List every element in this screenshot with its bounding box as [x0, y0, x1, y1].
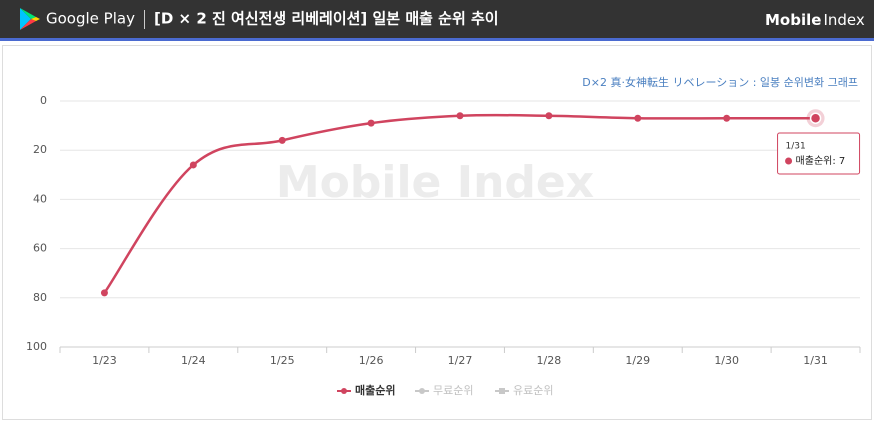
data-point — [456, 112, 464, 120]
data-point — [100, 289, 108, 297]
x-tick-label: 1/31 — [803, 354, 828, 367]
y-tick-label: 20 — [33, 143, 47, 156]
brand-logo: Mobile Index — [765, 11, 865, 29]
y-tick-label: 100 — [26, 340, 47, 353]
x-tick-label: 1/23 — [92, 354, 117, 367]
x-tick-label: 1/29 — [625, 354, 650, 367]
data-point — [634, 114, 642, 122]
page-title: [D × 2 진 여신전생 리베레이션] 일본 매출 순위 추이 — [154, 10, 499, 28]
data-point — [278, 136, 286, 144]
x-tick-label: 1/26 — [359, 354, 384, 367]
x-tick-label: 1/25 — [270, 354, 295, 367]
legend-label: 유료순위 — [513, 384, 553, 397]
legend-symbol — [419, 388, 425, 394]
divider — [144, 10, 145, 29]
y-tick-label: 0 — [40, 94, 47, 107]
chart-panel — [2, 45, 872, 420]
data-point — [367, 119, 375, 127]
y-tick-label: 40 — [33, 192, 47, 205]
tooltip-box — [777, 132, 861, 175]
legend-label: 무료순위 — [433, 384, 473, 397]
header-accent — [0, 38, 874, 41]
data-point — [723, 114, 731, 122]
tooltip-label: 매출순위: 7 — [796, 154, 846, 167]
data-point — [189, 161, 197, 169]
store-name: Google Play — [46, 10, 135, 28]
play-logo — [20, 8, 40, 30]
y-tick-label: 80 — [33, 291, 47, 304]
brand-bold: Mobile — [765, 11, 821, 29]
data-point — [545, 112, 553, 120]
data-point — [809, 112, 822, 124]
x-tick-label: 1/28 — [537, 354, 562, 367]
header-bar — [0, 0, 874, 38]
x-tick-label: 1/24 — [181, 354, 206, 367]
x-tick-label: 1/27 — [448, 354, 473, 367]
brand-text: Index — [823, 11, 864, 29]
legend-symbol — [341, 388, 347, 394]
x-tick-label: 1/30 — [714, 354, 739, 367]
series-line — [103, 113, 816, 294]
watermark: Mobile Index — [276, 157, 594, 208]
y-tick-label: 60 — [33, 242, 47, 255]
tooltip-dot — [785, 157, 793, 165]
tooltip-title: 1/31 — [786, 142, 806, 152]
legend-symbol — [499, 388, 505, 394]
legend-label: 매출순위 — [355, 383, 395, 397]
chart-subtitle: D×2 真·女神転生 リベレーション : 일봉 순위변화 그래프 — [582, 75, 858, 89]
